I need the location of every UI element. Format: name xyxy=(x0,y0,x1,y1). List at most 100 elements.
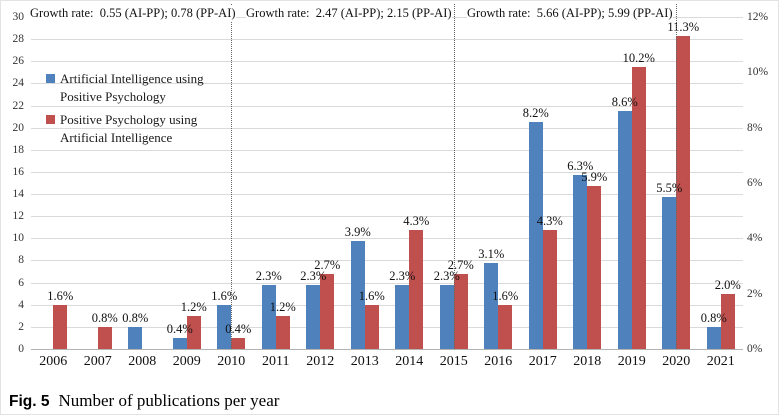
legend-swatch-icon-ai-pp xyxy=(46,74,55,83)
growth-rate-annotation-3: Growth rate: 5.66 (AI-PP); 5.99 (PP-AI) xyxy=(467,6,673,21)
x-axis-label-2021: 2021 xyxy=(706,354,735,369)
y-axis-tick-right: 4% xyxy=(747,232,763,245)
legend-swatch-icon-pp-ai xyxy=(46,115,55,124)
x-axis-label-2006: 2006 xyxy=(39,354,68,369)
bar-label-pp-ai-2012: 2.7% xyxy=(314,258,341,273)
bar-label-ai-pp-2017: 8.2% xyxy=(522,106,549,121)
x-axis-label-2020: 2020 xyxy=(662,354,691,369)
bar-label-ai-pp-2019: 8.6% xyxy=(611,95,638,110)
period-separator-line-2020 xyxy=(676,4,678,349)
bar-ai-pp-2012 xyxy=(306,285,321,349)
y-axis-tick-right: 12% xyxy=(747,11,769,23)
x-axis-label-2018: 2018 xyxy=(573,354,602,369)
legend-item-ai-pp: Artificial Intelligence using Positive P… xyxy=(46,70,240,106)
y-axis-tick-left: 20 xyxy=(12,121,25,134)
bar-ai-pp-2013 xyxy=(350,241,365,349)
bar-ai-pp-2017 xyxy=(528,122,543,349)
y-axis-tick-left: 2 xyxy=(18,320,24,333)
y-axis-tick-left: 16 xyxy=(12,165,25,178)
x-axis-label-2010: 2010 xyxy=(217,354,246,369)
gridline xyxy=(31,83,743,85)
y-axis-tick-right: 2% xyxy=(747,287,763,300)
gridline xyxy=(31,260,743,262)
bar-ai-pp-2020 xyxy=(662,196,677,349)
bar-label-ai-pp-2009: 0.4% xyxy=(166,321,193,336)
gridline xyxy=(31,149,743,151)
y-axis-tick-left: 26 xyxy=(12,55,25,68)
bar-pp-ai-2019 xyxy=(631,66,646,349)
bar-pp-ai-2009 xyxy=(186,315,201,349)
y-axis-tick-left: 4 xyxy=(18,298,24,311)
bar-pp-ai-2017 xyxy=(542,230,557,349)
bar-ai-pp-2015 xyxy=(439,285,454,349)
bar-pp-ai-2012 xyxy=(320,274,335,349)
bar-pp-ai-2014 xyxy=(409,230,424,349)
gridline xyxy=(31,127,743,129)
y-axis-tick-right: 0% xyxy=(747,343,763,355)
x-axis-label-2012: 2012 xyxy=(306,354,335,369)
bar-pp-ai-2021 xyxy=(720,293,735,349)
bar-ai-pp-2011 xyxy=(261,285,276,349)
period-separator-line-2010 xyxy=(231,4,233,349)
y-axis-tick-right: 6% xyxy=(747,177,763,189)
gridline xyxy=(31,61,743,63)
bar-pp-ai-2007 xyxy=(97,326,112,349)
y-axis-tick-left: 18 xyxy=(12,143,25,156)
legend-label-ai-pp: Artificial Intelligence using Positive P… xyxy=(60,71,204,104)
bar-label-ai-pp-2013: 3.9% xyxy=(344,225,371,240)
bar-label-ai-pp-2010: 1.6% xyxy=(211,288,238,303)
bar-ai-pp-2009 xyxy=(172,337,187,349)
bar-label-pp-ai-2007: 0.8% xyxy=(91,310,118,325)
y-axis-tick-left: 8 xyxy=(18,254,24,267)
y-axis-tick-left: 28 xyxy=(12,33,25,46)
bar-label-pp-ai-2010: 0.4% xyxy=(225,321,252,336)
bar-ai-pp-2018 xyxy=(573,174,588,349)
x-axis-label-2007: 2007 xyxy=(83,354,112,369)
bar-label-ai-pp-2016: 3.1% xyxy=(478,247,505,262)
bar-label-pp-ai-2014: 4.3% xyxy=(403,214,430,229)
y-axis-tick-left: 24 xyxy=(12,77,25,90)
y-axis-tick-left: 14 xyxy=(12,188,25,201)
bar-label-ai-pp-2014: 2.3% xyxy=(389,269,416,284)
bar-ai-pp-2014 xyxy=(395,285,410,349)
gridline xyxy=(31,39,743,41)
bar-label-pp-ai-2017: 4.3% xyxy=(536,214,563,229)
bar-pp-ai-2010 xyxy=(231,337,246,349)
y-axis-tick-right: 10% xyxy=(747,66,769,79)
y-axis-tick-left: 22 xyxy=(12,99,25,112)
x-axis-label-2019: 2019 xyxy=(617,354,646,369)
legend: Artificial Intelligence using Positive P… xyxy=(46,70,240,152)
bar-pp-ai-2013 xyxy=(364,304,379,349)
bar-label-pp-ai-2011: 1.2% xyxy=(269,299,296,314)
legend-item-pp-ai: Positive Psychology using Artificial Int… xyxy=(46,111,240,147)
bar-label-ai-pp-2008: 0.8% xyxy=(122,310,149,325)
y-axis-tick-left: 6 xyxy=(18,276,24,289)
bar-ai-pp-2021 xyxy=(706,326,721,349)
bar-pp-ai-2016 xyxy=(498,304,513,349)
bar-label-pp-ai-2016: 1.6% xyxy=(492,288,519,303)
gridline xyxy=(31,304,743,306)
bar-label-pp-ai-2013: 1.6% xyxy=(358,288,385,303)
figure-caption-label: Fig. 5 xyxy=(9,393,50,410)
legend-label-pp-ai: Positive Psychology using Artificial Int… xyxy=(60,112,198,145)
bar-ai-pp-2019 xyxy=(617,111,632,349)
bar-label-ai-pp-2021: 0.8% xyxy=(700,310,727,325)
bar-label-pp-ai-2006: 1.6% xyxy=(47,288,74,303)
period-separator-line-2015 xyxy=(453,4,455,349)
bar-pp-ai-2006 xyxy=(53,304,68,349)
x-axis-line xyxy=(31,349,743,350)
bar-pp-ai-2011 xyxy=(275,315,290,349)
x-axis-label-2008: 2008 xyxy=(128,354,157,369)
y-axis-tick-right: 8% xyxy=(747,121,763,134)
x-axis-label-2015: 2015 xyxy=(439,354,468,369)
bar-ai-pp-2010 xyxy=(217,304,232,349)
bar-label-ai-pp-2018: 6.3% xyxy=(567,158,594,173)
bar-label-ai-pp-2020: 5.5% xyxy=(656,180,683,195)
growth-rate-annotation-2: Growth rate: 2.47 (AI-PP); 2.15 (PP-AI) xyxy=(246,6,452,21)
gridline xyxy=(31,194,743,196)
bar-pp-ai-2015 xyxy=(453,274,468,349)
y-axis-tick-left: 0 xyxy=(18,343,24,355)
gridline xyxy=(31,326,743,328)
x-axis-label-2009: 2009 xyxy=(172,354,201,369)
bar-label-pp-ai-2009: 1.2% xyxy=(180,299,207,314)
